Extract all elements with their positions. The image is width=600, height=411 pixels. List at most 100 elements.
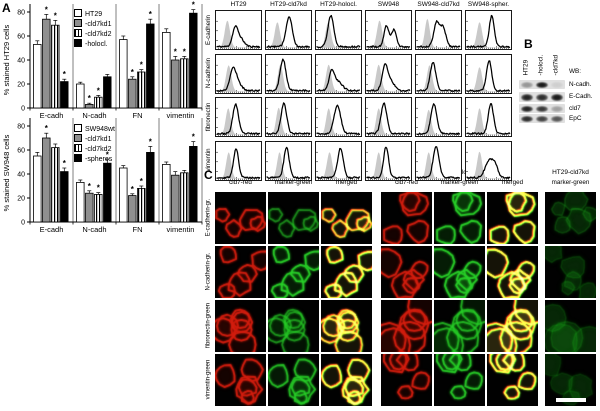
- legend-swatch-stripe: [74, 144, 82, 153]
- legend-label: -cld7kd2: [85, 146, 112, 154]
- flow-row-label: fibronectin: [205, 102, 212, 132]
- significance-asterisk: *: [192, 133, 196, 142]
- significance-asterisk: *: [45, 5, 49, 14]
- confocal-image-green: [434, 354, 485, 406]
- flow-histogram: [415, 53, 462, 94]
- marker-histogram: [466, 14, 511, 49]
- legend-item: -holocl.: [74, 39, 111, 49]
- legend-label: HT29: [85, 11, 103, 18]
- bar: [146, 23, 155, 109]
- control-histogram: [366, 20, 410, 48]
- blot-strip: [519, 104, 565, 113]
- confocal-image-merged: [321, 300, 372, 352]
- flow-row-label: N-cadherin: [205, 57, 212, 89]
- control-histogram: [366, 64, 410, 92]
- significance-asterisk: *: [149, 10, 153, 19]
- bar: [51, 147, 60, 223]
- legend-label: SW948wt: [85, 126, 115, 133]
- marker-histogram: [316, 14, 361, 49]
- category-label: FN: [133, 111, 143, 120]
- bar: [103, 76, 112, 109]
- control-histogram: [316, 108, 360, 135]
- marker-histogram: [416, 103, 460, 136]
- confocal-image-green_dim: [545, 192, 596, 244]
- bar: [60, 81, 69, 109]
- marker-histogram: [466, 103, 511, 136]
- significance-asterisk: *: [63, 70, 67, 79]
- panel-b-label: B: [524, 37, 533, 51]
- significance-asterisk: *: [45, 124, 49, 133]
- control-histogram: [366, 108, 410, 135]
- bar: [103, 162, 112, 223]
- bar: [189, 12, 198, 109]
- control-histogram: [416, 109, 460, 135]
- significance-asterisk: *: [131, 68, 135, 77]
- confocal-image-merged: [321, 354, 372, 406]
- significance-asterisk: *: [183, 47, 187, 56]
- legend-item: -cld7kd2: [74, 29, 111, 39]
- significance-asterisk: *: [174, 47, 178, 56]
- wb-lane-label: -cld7kd: [552, 54, 560, 76]
- marker-histogram: [416, 61, 461, 92]
- confocal-image-red: [215, 300, 266, 352]
- flow-histogram: [315, 53, 362, 94]
- marker-histogram: [466, 157, 511, 179]
- control-histogram: [266, 151, 310, 179]
- bar: [94, 194, 103, 223]
- chart1-y-axis-label: % stained HT29 cells: [2, 24, 11, 96]
- confocal-image-green: [434, 246, 485, 298]
- marker-histogram: [366, 25, 411, 49]
- significance-asterisk: *: [97, 184, 101, 193]
- bar: [76, 182, 85, 223]
- confocal-image-red: [215, 246, 266, 298]
- bar: [85, 104, 94, 109]
- significance-asterisk: *: [54, 11, 58, 20]
- legend-item: -cld7kd1: [74, 134, 115, 144]
- control-histogram: [466, 108, 510, 135]
- bar: [60, 171, 69, 223]
- flow-histogram: [315, 97, 362, 137]
- legend-item: HT29: [74, 9, 111, 19]
- significance-asterisk: *: [192, 1, 196, 10]
- legend-item: -spheres: [74, 154, 115, 164]
- wb-row-label: N-cadh.: [569, 81, 592, 88]
- bar: [137, 71, 146, 109]
- marker-histogram: [216, 147, 261, 179]
- blot-band: [521, 105, 533, 112]
- flow-histogram: [365, 10, 412, 50]
- flow-histogram: [465, 97, 512, 137]
- flow-row-label: E-cadherin: [205, 15, 212, 45]
- confocal-row-label: N-cadherin-gr.: [205, 252, 212, 291]
- flow-histogram: [265, 140, 312, 181]
- control-histogram: [466, 151, 510, 179]
- flow-histogram: [465, 53, 512, 94]
- blot-band: [551, 93, 563, 101]
- legend-swatch-stripe: [74, 29, 82, 38]
- svg-text:40: 40: [17, 58, 25, 65]
- confocal-image-red: [381, 354, 432, 406]
- bar: [128, 195, 137, 223]
- significance-asterisk: *: [149, 137, 153, 146]
- marker-histogram: [266, 57, 311, 92]
- bar: [128, 78, 137, 109]
- legend-swatch-black: [74, 39, 82, 48]
- confocal-image-green_dim: [545, 300, 596, 352]
- confocal-row-label: vimentin-green: [205, 359, 212, 400]
- wb-row-label: E-Cadh.: [569, 93, 593, 100]
- category-label: E-cadh: [40, 225, 64, 234]
- confocal-image-red: [215, 354, 266, 406]
- flow-histogram: [365, 140, 412, 181]
- category-label: E-cadh: [40, 111, 64, 120]
- category-label: vimentin: [167, 111, 195, 120]
- bar: [42, 18, 51, 109]
- confocal-image-merged: [487, 192, 538, 244]
- chart1-legend: HT29 -cld7kd1 -cld7kd2 -holocl.: [74, 9, 111, 49]
- confocal-column-header: cld7-red: [395, 179, 418, 186]
- marker-histogram: [266, 16, 311, 49]
- marker-histogram: [316, 68, 361, 92]
- flow-column-header: SW948-cld7kd: [417, 1, 460, 8]
- marker-histogram: [366, 62, 411, 92]
- chart2-legend: SW948wt -cld7kd1 -cld7kd2 -spheres: [74, 124, 115, 164]
- flow-histogram: [465, 10, 512, 50]
- marker-histogram: [416, 145, 461, 179]
